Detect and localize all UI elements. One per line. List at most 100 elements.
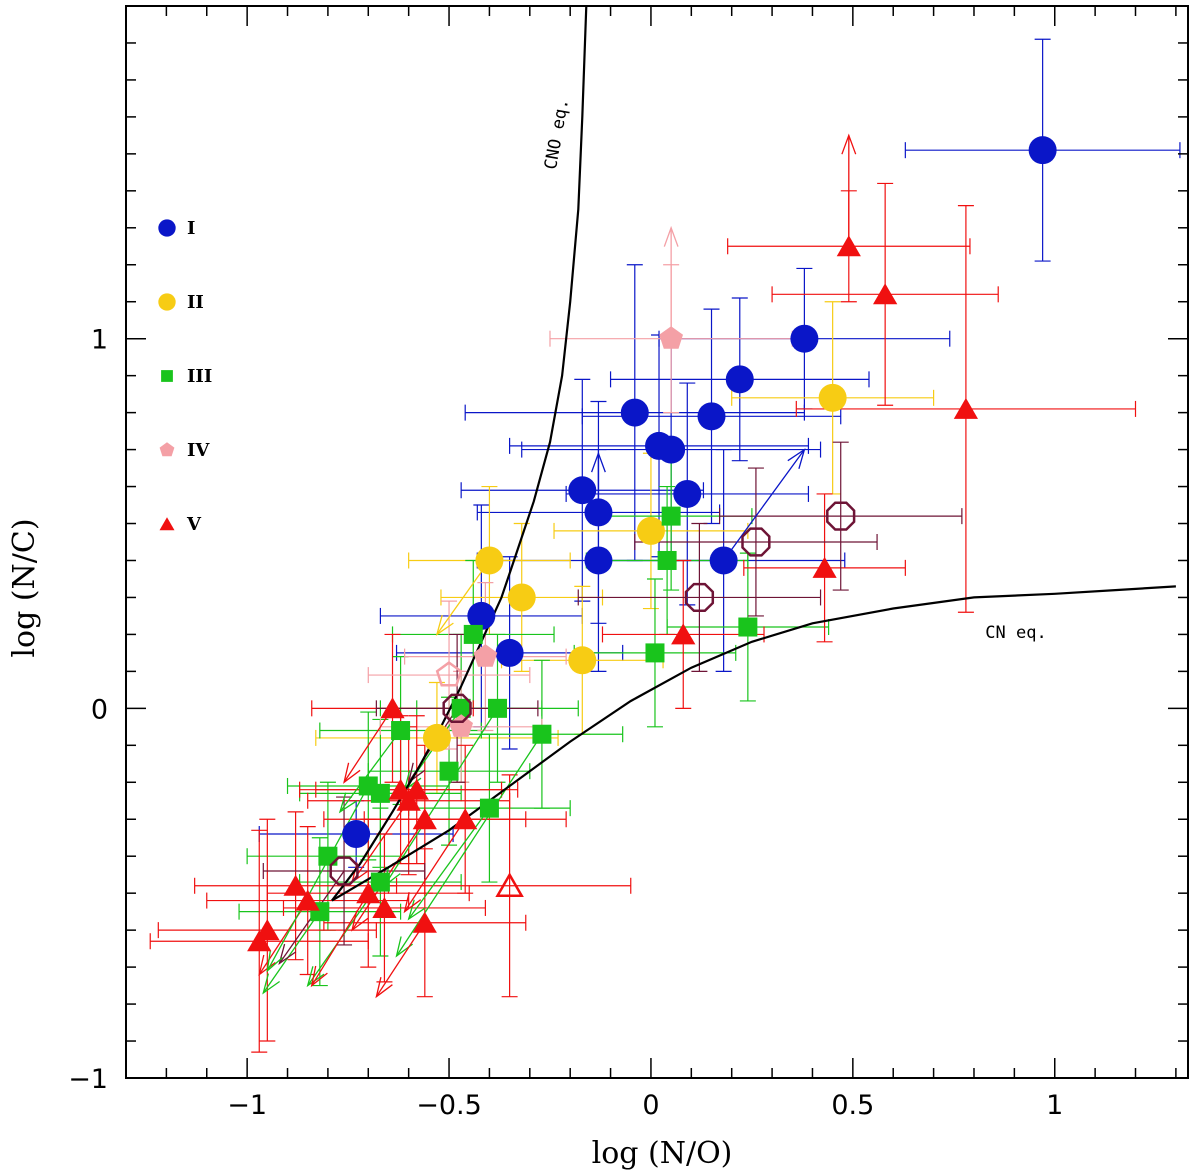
limit-arrow-head: [395, 936, 413, 958]
data-point-i: [495, 638, 524, 667]
data-point-iii: [657, 550, 677, 570]
limit-arrow-head: [590, 451, 606, 473]
data-point-open: [684, 582, 715, 613]
limit-arrow-head: [262, 973, 280, 995]
data-point-v: [356, 882, 381, 904]
x-tick-label: −0.5: [416, 1090, 482, 1121]
data-point-i: [673, 479, 702, 508]
limit-arrow-head: [407, 762, 426, 784]
data-point-iv-open: [435, 661, 463, 687]
y-axis-label: log (N/C): [7, 518, 42, 657]
limit-arrow-head: [306, 966, 325, 988]
legend-label-i: I: [187, 218, 195, 239]
data-point-iv: [473, 644, 498, 667]
data-point-v: [671, 623, 696, 645]
data-point-v: [836, 235, 861, 257]
data-point-iv: [659, 326, 683, 349]
data-point-i: [725, 365, 754, 394]
data-point-open: [442, 693, 472, 723]
data-point-iii: [487, 698, 507, 718]
data-point-i: [657, 435, 686, 464]
data-point-iii: [532, 724, 552, 744]
limit-arrow-head: [841, 133, 857, 155]
data-point-iii: [463, 624, 483, 644]
data-point-ii: [475, 546, 504, 575]
limit-arrow: [723, 449, 805, 561]
axes-layer: [125, 5, 1189, 1079]
data-point-v: [953, 397, 978, 419]
limit-arrow: [339, 730, 402, 813]
data-point-open: [329, 856, 359, 886]
data-point-v: [412, 808, 437, 830]
y-tick-label: 1: [91, 325, 108, 356]
limit-arrow-head: [278, 943, 297, 965]
plot-frame: [125, 5, 1189, 1079]
limit-arrow-head: [338, 792, 358, 814]
data-point-iii: [370, 783, 390, 803]
ticks-layer: −1 −0.5 0 0.5 1 −1 0 1: [68, 6, 1188, 1121]
limit-arrow-head: [310, 965, 328, 988]
data-point-v: [812, 556, 837, 578]
legend-label-iii: III: [187, 366, 212, 387]
data-point-iii: [451, 698, 471, 718]
x-tick-label: −1: [227, 1090, 267, 1121]
data-point-iii: [479, 798, 499, 818]
data-point-ii: [636, 516, 665, 545]
data-point-iii: [391, 721, 411, 741]
data-point-v: [453, 808, 478, 830]
legend-marker-iv: [159, 442, 175, 457]
data-point-open: [741, 527, 771, 557]
legend-label-v: V: [186, 514, 202, 535]
limit-arrow-head: [403, 892, 422, 914]
data-point-i: [790, 324, 819, 353]
limit-arrow: [343, 707, 394, 783]
data-point-v: [247, 930, 272, 952]
x-axis-label: log (N/O): [592, 1136, 733, 1171]
limit-arrow-head: [351, 910, 369, 932]
data-point-v: [396, 789, 421, 811]
data-point-ii: [507, 583, 536, 612]
limit-arrow: [351, 800, 410, 883]
data-point-iii: [318, 846, 338, 866]
legend-marker-v: [159, 517, 175, 531]
data-point-i: [620, 398, 649, 427]
legend-marker-i: [158, 219, 176, 237]
data-point-v: [873, 283, 898, 305]
data-point-open: [826, 501, 856, 531]
cno-curve-label: CNO eq.: [541, 97, 573, 171]
limit-arrow-head: [266, 950, 283, 973]
data-point-ii: [422, 723, 451, 752]
x-tick-label: 1: [1046, 1090, 1063, 1121]
data-point-v: [372, 897, 397, 918]
limit-arrow: [375, 922, 426, 998]
data-point-iii: [738, 617, 758, 637]
data-point-iv: [449, 714, 473, 737]
y-tick-label: 0: [91, 694, 108, 725]
data-point-i: [584, 498, 613, 527]
limit-arrow: [262, 911, 321, 994]
data-point-v: [380, 697, 405, 719]
limit-arrow: [436, 560, 490, 635]
limit-arrow: [311, 892, 369, 986]
limit-arrow-head: [435, 614, 454, 636]
legend-marker-ii: [158, 293, 176, 311]
data-point-i: [568, 476, 597, 505]
limit-arrow: [383, 707, 499, 887]
limit-arrow: [266, 785, 369, 972]
data-point-iii: [661, 506, 681, 526]
data-point-ii: [818, 383, 847, 412]
data-point-v-open: [495, 872, 524, 898]
data-point-i: [709, 546, 738, 575]
limit-arrow-head: [375, 977, 393, 999]
limit-arrow-head: [663, 225, 679, 247]
data-point-iii: [370, 872, 390, 892]
data-point-ii: [568, 646, 597, 675]
data-point-v: [295, 889, 320, 911]
data-point-iii: [645, 643, 665, 663]
data-point-i: [584, 546, 613, 575]
limit-arrow: [404, 818, 466, 913]
data-point-v: [283, 874, 308, 896]
data-point-i: [1028, 136, 1057, 165]
